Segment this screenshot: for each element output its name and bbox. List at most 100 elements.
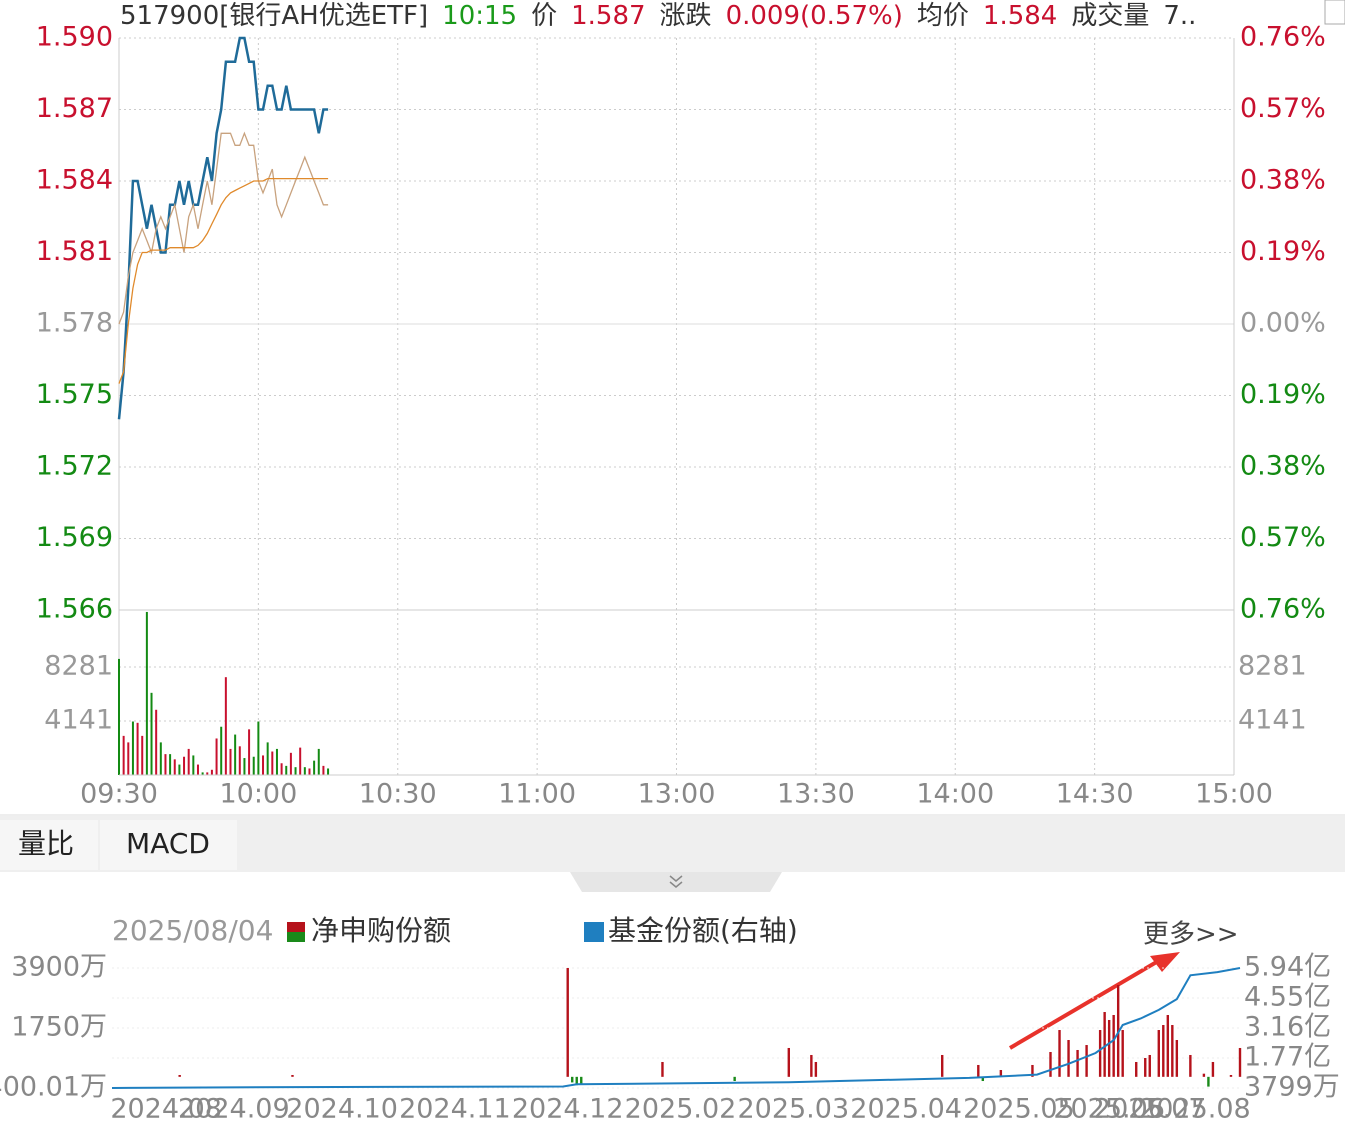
volume-bar bbox=[229, 748, 232, 775]
flow-bar bbox=[1166, 1014, 1170, 1077]
flow-bar bbox=[733, 1076, 736, 1082]
flow-bar bbox=[1238, 1047, 1242, 1077]
flow-bar bbox=[1229, 1074, 1233, 1077]
volume-bar bbox=[155, 709, 158, 775]
flow-bar bbox=[787, 1047, 790, 1077]
tab[interactable]: 量比 bbox=[18, 827, 74, 860]
x-tick-label: 2024.09 bbox=[178, 1094, 290, 1125]
x-tick-label: 2024.08 bbox=[110, 1094, 222, 1125]
tab[interactable]: MACD bbox=[126, 827, 210, 860]
line bbox=[118, 131, 329, 325]
x-tick-label: 15:00 bbox=[1195, 779, 1273, 810]
y-tick-label: 3900万 bbox=[11, 952, 107, 983]
x-tick-label: 14:00 bbox=[916, 779, 994, 810]
y2-tick-label: 0.76% bbox=[1240, 594, 1326, 625]
volume-bar bbox=[266, 742, 269, 775]
flow-bar bbox=[1162, 1025, 1165, 1077]
volume-bar bbox=[238, 746, 241, 775]
x-tick-label: 2025.02 bbox=[625, 1094, 737, 1125]
flow-bar bbox=[291, 1074, 294, 1077]
flow-bar bbox=[178, 1074, 181, 1077]
volume-bar bbox=[201, 772, 204, 775]
volume-bar bbox=[243, 758, 246, 775]
x-tick-label: 2024.11 bbox=[399, 1094, 511, 1125]
flow-bar bbox=[1121, 1030, 1124, 1077]
header-field: 10:15 bbox=[442, 1, 518, 31]
flow-bar bbox=[810, 1054, 813, 1077]
volume-bar bbox=[141, 735, 144, 775]
flow-bar bbox=[575, 1076, 578, 1086]
flow-bar bbox=[1107, 1019, 1111, 1077]
volume-bar bbox=[303, 767, 306, 775]
volume-bar bbox=[262, 755, 265, 775]
volume-bar bbox=[210, 769, 213, 775]
y2-tick-label: 0.57% bbox=[1240, 522, 1326, 553]
y2-tick-label: 0.38% bbox=[1240, 451, 1326, 482]
y2-tick-label: 0.19% bbox=[1240, 379, 1326, 410]
flow-bar bbox=[580, 1076, 583, 1084]
volume-bar bbox=[252, 756, 255, 775]
volume-bar bbox=[150, 692, 153, 775]
y2-tick-label: 3.16亿 bbox=[1244, 1011, 1331, 1042]
flow-bar bbox=[941, 1054, 944, 1077]
volume-bar bbox=[289, 752, 292, 775]
line bbox=[118, 177, 329, 384]
collapse-handle[interactable] bbox=[570, 872, 782, 892]
volume-bar bbox=[313, 760, 316, 775]
flow-bar bbox=[566, 968, 569, 1077]
legend-swatch bbox=[287, 932, 305, 942]
volume-bar bbox=[285, 765, 288, 775]
header-field: 成交量 bbox=[1071, 1, 1150, 31]
subtitle: 2025/08/04 bbox=[112, 914, 273, 947]
flow-bar bbox=[1157, 1030, 1160, 1077]
header-field: 价 bbox=[531, 1, 558, 31]
y-tick-label: 1.566 bbox=[36, 594, 113, 625]
flow-bar bbox=[1135, 1061, 1138, 1077]
y-tick-label: 1.569 bbox=[36, 522, 113, 553]
y2-tick-label: 8281 bbox=[1238, 650, 1307, 681]
volume-bar bbox=[127, 742, 130, 775]
legend-swatch bbox=[287, 922, 305, 932]
flow-bar bbox=[1171, 1025, 1174, 1077]
y2-tick-label: 0.38% bbox=[1240, 165, 1326, 196]
flow-bar bbox=[1175, 1039, 1179, 1077]
flow-bar bbox=[1098, 1030, 1102, 1077]
x-tick-label: 11:00 bbox=[498, 779, 576, 810]
x-tick-label: 10:30 bbox=[359, 779, 437, 810]
chevron bbox=[669, 875, 683, 888]
flow-bar bbox=[661, 1061, 664, 1077]
volume-bar bbox=[169, 754, 172, 775]
x-tick-label: 2025.06 bbox=[1053, 1094, 1165, 1125]
y-tick-label: 1.572 bbox=[36, 451, 113, 482]
icon[interactable] bbox=[1324, 0, 1345, 25]
flow-bar bbox=[1144, 1057, 1147, 1077]
volume-bar bbox=[322, 765, 325, 775]
volume-bar bbox=[327, 768, 330, 775]
y-tick-label: 1.587 bbox=[36, 93, 113, 124]
y2-tick-label: 3799万 bbox=[1244, 1072, 1340, 1103]
flow-bar bbox=[1112, 1014, 1115, 1077]
y-tick-label: 1.578 bbox=[36, 308, 113, 339]
volume-bar bbox=[122, 735, 125, 775]
flow-bar bbox=[1085, 1045, 1088, 1077]
volume-bar bbox=[118, 658, 120, 775]
volume-bar bbox=[159, 742, 162, 775]
flow-bar bbox=[981, 1076, 985, 1082]
flow-bar bbox=[814, 1061, 818, 1077]
flow-bar bbox=[1031, 1064, 1034, 1077]
header-field: 7.. bbox=[1163, 1, 1197, 31]
tab-bg bbox=[0, 820, 98, 870]
header-field: 0.009(0.57%) bbox=[725, 1, 903, 31]
volume-bar bbox=[234, 734, 237, 775]
volume-bar bbox=[220, 726, 223, 775]
y-tick-label: 1.590 bbox=[36, 22, 113, 53]
y2-tick-label: 0.19% bbox=[1240, 236, 1326, 267]
flow-bar bbox=[1202, 1073, 1206, 1077]
flow-bar bbox=[571, 1076, 574, 1083]
y-tick-label: 1.584 bbox=[36, 165, 113, 196]
volume-bar bbox=[317, 748, 320, 775]
header-field: 1.584 bbox=[982, 1, 1058, 31]
more-link[interactable]: 更多>> bbox=[1143, 920, 1239, 950]
volume-bar bbox=[206, 772, 209, 775]
